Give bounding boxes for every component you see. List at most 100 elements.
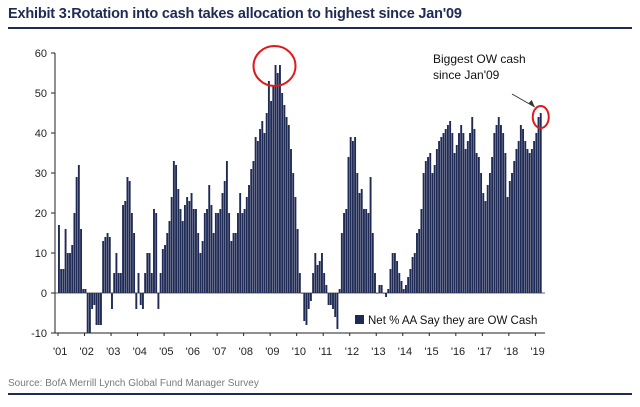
bar	[387, 289, 390, 293]
bar	[500, 125, 502, 293]
bar	[58, 225, 60, 293]
bar	[144, 273, 147, 293]
bar	[265, 113, 268, 293]
bar	[195, 209, 197, 293]
bar	[153, 209, 155, 293]
bar	[475, 153, 478, 293]
bar	[539, 113, 542, 293]
bar	[318, 261, 321, 293]
bar	[199, 253, 202, 293]
bar	[347, 157, 350, 293]
bar	[382, 293, 385, 294]
bar	[533, 141, 536, 293]
bar	[446, 125, 449, 293]
bar	[438, 141, 441, 293]
bar	[351, 141, 354, 293]
bar	[303, 293, 306, 321]
bar	[431, 173, 434, 293]
bar	[197, 233, 200, 293]
bar	[444, 129, 447, 293]
bar	[177, 189, 180, 293]
bar	[292, 173, 295, 293]
bar	[506, 197, 509, 293]
bar	[172, 161, 175, 293]
annotation-arrowhead	[528, 100, 535, 107]
bar	[458, 133, 460, 293]
bar	[524, 141, 527, 293]
x-tick-label: '05	[159, 346, 173, 358]
bar	[168, 221, 171, 293]
bar	[102, 241, 105, 293]
bar	[480, 173, 483, 293]
bar	[338, 289, 341, 293]
bar	[263, 133, 266, 293]
bar	[179, 209, 182, 293]
bar	[228, 213, 231, 293]
x-tick-label: '06	[186, 346, 200, 358]
bar	[276, 73, 279, 293]
bar	[528, 153, 531, 293]
bar	[477, 157, 480, 293]
bar	[133, 233, 136, 293]
bar	[272, 85, 275, 293]
bar	[66, 253, 69, 293]
bar	[206, 209, 208, 293]
bar	[537, 117, 540, 293]
bar	[64, 229, 67, 293]
annotation-text: since Jan'09	[433, 68, 500, 82]
bar	[460, 125, 463, 293]
bar	[128, 181, 131, 293]
bar	[365, 209, 368, 293]
bar	[141, 293, 144, 309]
bar	[323, 273, 326, 293]
bar	[404, 285, 407, 293]
peak-highlight-circle	[252, 45, 297, 87]
bar	[385, 293, 387, 297]
bar	[491, 157, 494, 293]
x-tick-label: '18	[504, 346, 518, 358]
bar	[245, 197, 248, 293]
bar	[451, 133, 454, 293]
bar	[502, 133, 505, 293]
bar	[161, 249, 164, 293]
bar	[239, 193, 242, 293]
bar	[464, 149, 467, 293]
bar	[378, 285, 381, 293]
bar	[84, 289, 87, 293]
bar	[504, 153, 507, 293]
bar	[155, 213, 158, 293]
bar	[511, 173, 513, 293]
bar	[294, 197, 297, 293]
bar	[62, 269, 65, 293]
bar	[400, 281, 403, 293]
bar	[111, 293, 113, 309]
bar	[497, 117, 500, 293]
bar	[135, 293, 138, 309]
annotation-arrow	[511, 93, 535, 108]
bar	[261, 121, 264, 293]
bar	[407, 277, 410, 293]
bar	[449, 121, 452, 293]
bar	[208, 185, 211, 293]
bar	[106, 233, 109, 293]
y-tick-label: 60	[35, 48, 47, 60]
bar	[221, 193, 224, 293]
bar	[321, 253, 323, 293]
bar	[367, 213, 370, 293]
y-tick-label: 20	[35, 208, 47, 220]
bar	[345, 209, 348, 293]
bar	[466, 141, 469, 293]
bar	[270, 101, 273, 293]
legend-label: Net % AA Say they are OW Cash	[368, 315, 537, 327]
bar	[429, 153, 432, 293]
bar	[329, 293, 332, 305]
bar	[104, 237, 107, 293]
x-tick-label: '10	[292, 346, 306, 358]
bar	[371, 233, 374, 293]
bar	[146, 253, 149, 293]
bar	[486, 185, 489, 293]
bar	[108, 237, 111, 293]
y-tick-label: 50	[35, 88, 47, 100]
bar	[95, 293, 98, 325]
bar	[254, 137, 257, 293]
